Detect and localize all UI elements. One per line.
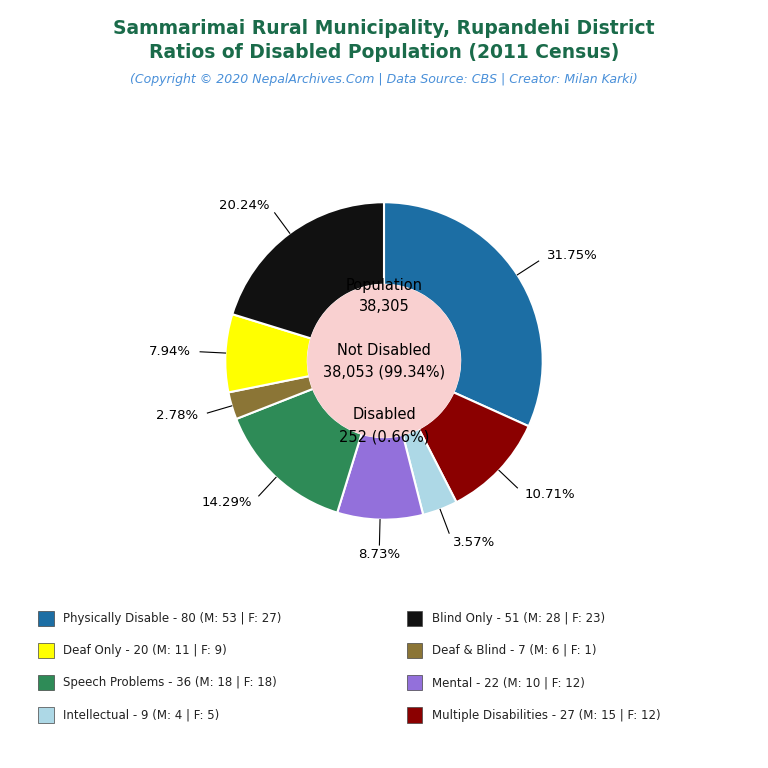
Text: Population
38,305

Not Disabled
38,053 (99.34%)

Disabled
252 (0.66%): Population 38,305 Not Disabled 38,053 (9… [323, 278, 445, 444]
Wedge shape [402, 429, 456, 515]
Text: Blind Only - 51 (M: 28 | F: 23): Blind Only - 51 (M: 28 | F: 23) [432, 612, 604, 624]
Text: 3.57%: 3.57% [452, 535, 495, 548]
Text: 7.94%: 7.94% [148, 345, 190, 358]
Wedge shape [233, 202, 384, 339]
Text: Deaf & Blind - 7 (M: 6 | F: 1): Deaf & Blind - 7 (M: 6 | F: 1) [432, 644, 596, 657]
Wedge shape [384, 202, 543, 426]
Text: Sammarimai Rural Municipality, Rupandehi District
Ratios of Disabled Population : Sammarimai Rural Municipality, Rupandehi… [113, 19, 655, 61]
Wedge shape [225, 314, 311, 392]
Text: Intellectual - 9 (M: 4 | F: 5): Intellectual - 9 (M: 4 | F: 5) [63, 709, 219, 721]
Text: 10.71%: 10.71% [525, 488, 575, 501]
Text: 2.78%: 2.78% [156, 409, 198, 422]
Text: 8.73%: 8.73% [358, 548, 400, 561]
Text: 31.75%: 31.75% [547, 250, 598, 263]
Wedge shape [337, 434, 423, 520]
Text: 20.24%: 20.24% [219, 199, 269, 212]
Text: Multiple Disabilities - 27 (M: 15 | F: 12): Multiple Disabilities - 27 (M: 15 | F: 1… [432, 709, 660, 721]
Wedge shape [237, 389, 362, 512]
Text: 14.29%: 14.29% [202, 496, 253, 509]
Text: Mental - 22 (M: 10 | F: 12): Mental - 22 (M: 10 | F: 12) [432, 677, 584, 689]
Text: Speech Problems - 36 (M: 18 | F: 18): Speech Problems - 36 (M: 18 | F: 18) [63, 677, 276, 689]
Wedge shape [228, 376, 313, 419]
Text: Deaf Only - 20 (M: 11 | F: 9): Deaf Only - 20 (M: 11 | F: 9) [63, 644, 227, 657]
Wedge shape [419, 392, 528, 502]
Text: Physically Disable - 80 (M: 53 | F: 27): Physically Disable - 80 (M: 53 | F: 27) [63, 612, 281, 624]
Text: (Copyright © 2020 NepalArchives.Com | Data Source: CBS | Creator: Milan Karki): (Copyright © 2020 NepalArchives.Com | Da… [130, 73, 638, 86]
Circle shape [308, 285, 460, 437]
